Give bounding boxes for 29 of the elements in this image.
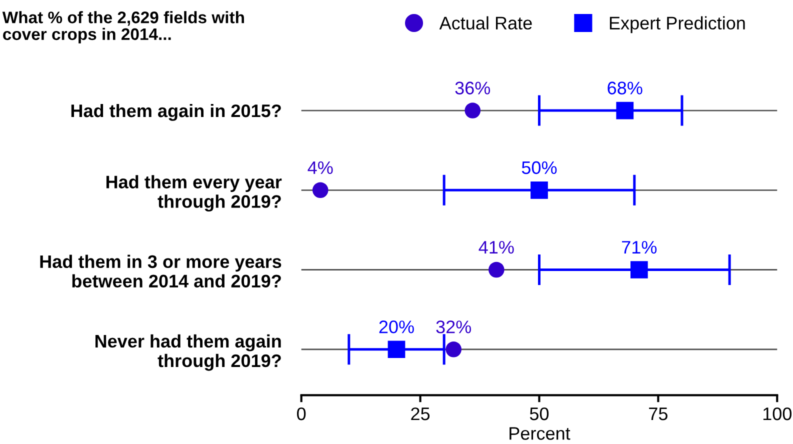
data-label: 36% [455, 82, 490, 94]
legend-label: Actual Rate [439, 16, 532, 30]
y-tick-label: Never had them again through 2019? [95, 334, 281, 371]
y-tick-label: Had them again in 2015? [71, 104, 281, 121]
point [530, 181, 548, 199]
point [630, 261, 648, 278]
x-tick-label: 100 [763, 407, 792, 420]
x-axis-title: Percent [510, 427, 570, 440]
data-label: 41% [478, 240, 514, 254]
point [446, 341, 462, 358]
y-tick-label: Had them in 3 or more years between 2014 and 2019? [40, 254, 282, 288]
data-label: 50% [522, 161, 557, 174]
x-tick-label: 50 [530, 407, 549, 420]
y-tick-label: Had them every year through 2019? [106, 175, 282, 212]
x-tick-label: 75 [649, 408, 668, 420]
point [616, 102, 634, 120]
x-tick-label: 25 [411, 407, 430, 420]
x-tick-label: 0 [297, 407, 306, 420]
point [388, 340, 406, 358]
point [488, 262, 504, 278]
data-label: 68% [608, 82, 642, 94]
data-label: 20% [379, 320, 414, 334]
legend-label: Expert Prediction [610, 16, 745, 34]
text: What % of the 2,629 fields with cover crops in 2014... [2, 11, 244, 44]
data-label: 32% [436, 320, 472, 334]
data-label: 4% [308, 161, 333, 174]
data-label: 71% [622, 240, 657, 254]
point [464, 102, 481, 118]
point [312, 182, 328, 198]
